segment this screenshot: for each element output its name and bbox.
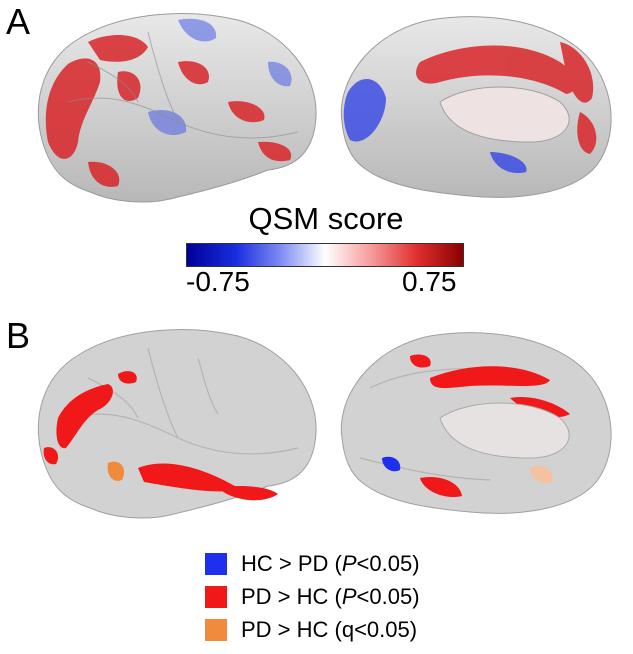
colorbar-min-label: -0.75 [186,266,250,297]
legend-item-pd-gt-hc: PD > HC (P<0.05) [205,580,420,613]
legend-swatch-orange [205,618,227,641]
colorbar [186,243,464,267]
legend-swatch-blue [205,552,227,575]
legend: HC > PD (P<0.05) PD > HC (P<0.05) PD > H… [205,547,420,646]
colorbar-max-label: 0.75 [402,266,457,297]
panel-a-label: A [6,1,31,42]
brain-medial-qsm [340,16,612,198]
brain-lateral-qsm [37,13,317,203]
legend-item-pd-gt-hc-fdr: PD > HC (q<0.05) [205,613,420,646]
legend-swatch-red [205,585,227,608]
colorbar-title: QSM score [248,201,404,236]
brain-medial-significance [340,332,612,514]
brain-lateral-significance [37,329,317,519]
panel-b-label: B [6,315,31,356]
legend-item-hc-gt-pd: HC > PD (P<0.05) [205,547,420,580]
